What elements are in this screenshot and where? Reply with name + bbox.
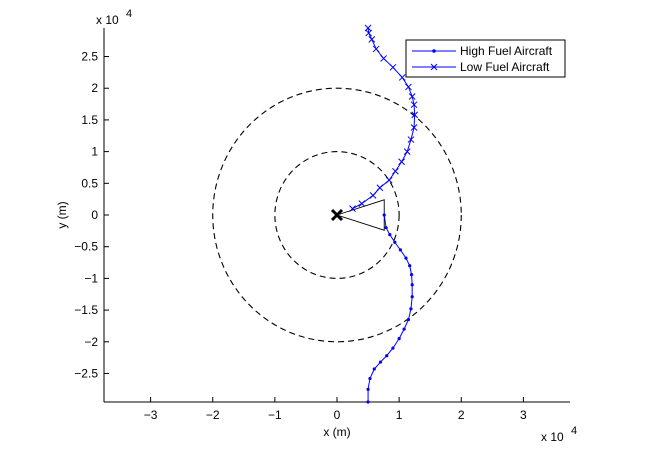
x-multiplier-base: x 10: [541, 430, 564, 444]
y-tick-label: −2.5: [74, 366, 98, 380]
data-point: [366, 387, 370, 391]
data-point: [384, 226, 388, 230]
y-tick-label: 2: [91, 81, 98, 95]
y-axis-label: y (m): [55, 201, 69, 228]
data-point: [388, 233, 392, 237]
data-point: [385, 176, 393, 184]
legend-entry: High Fuel Aircraft: [412, 44, 553, 58]
legend-items: High Fuel Aircraft Low Fuel Aircraft: [412, 44, 553, 74]
y-ticks: −2.5 −2 −1.5 −1 −0.5 0 0.5 1 1.5 2 2.5: [74, 50, 109, 380]
data-point: [410, 295, 414, 299]
plot-area: [212, 24, 462, 404]
data-point: [385, 354, 389, 358]
data-point: [358, 200, 366, 207]
x-tick-label: 3: [520, 408, 527, 422]
data-point: [372, 45, 380, 53]
data-point: [376, 184, 384, 192]
range-circle: [274, 151, 400, 279]
data-point: [411, 111, 419, 119]
data-point: [380, 55, 387, 62]
data-point: [409, 272, 414, 277]
legend-label: High Fuel Aircraft: [460, 44, 553, 58]
x-tick-label: −1: [268, 408, 282, 422]
data-point: [398, 248, 402, 252]
data-point: [398, 74, 406, 81]
y-tick-label: 0.5: [81, 176, 98, 190]
x-ticks: −3 −2 −1 0 1 2 3: [144, 397, 527, 422]
data-point: [393, 240, 397, 244]
data-point: [368, 36, 376, 43]
data-point: [402, 327, 406, 331]
data-point: [408, 93, 416, 100]
data-point: [407, 136, 415, 143]
y-tick-label: 2.5: [81, 50, 98, 64]
y-multiplier-exponent: 4: [126, 8, 132, 20]
data-point: [406, 317, 411, 322]
range-circle: [212, 87, 462, 343]
x-tick-label: 0: [334, 408, 341, 422]
data-point: [372, 367, 376, 371]
y-multiplier-base: x 10: [96, 13, 119, 27]
y-tick-label: −0.5: [74, 240, 98, 254]
y-tick-label: 0: [91, 208, 98, 222]
data-point: [410, 283, 414, 287]
data-point: [369, 191, 377, 199]
y-tick-label: −2: [84, 335, 98, 349]
legend: High Fuel Aircraft Low Fuel Aircraft: [405, 39, 566, 78]
y-tick-label: −1: [84, 271, 98, 285]
y-tick-label: −1.5: [74, 303, 98, 317]
center-marker: [330, 208, 344, 222]
x-axis-label: x (m): [323, 425, 350, 439]
data-point: [404, 256, 408, 260]
y-multiplier: x 10 4: [96, 8, 132, 27]
data-point: [410, 101, 418, 109]
data-point: [408, 264, 412, 268]
data-point: [378, 360, 383, 364]
data-point: [405, 83, 412, 91]
series-line-1: [367, 214, 413, 402]
y-tick-label: 1: [91, 145, 98, 159]
data-point: [403, 148, 411, 155]
y-tick-label: 1.5: [81, 113, 98, 127]
data-point: [368, 376, 372, 381]
x-tick-label: 1: [396, 408, 403, 422]
x-tick-label: 2: [458, 408, 465, 422]
data-point: [364, 24, 372, 32]
data-point: [410, 124, 418, 131]
data-point: [409, 307, 413, 311]
data-point: [398, 158, 405, 166]
x-tick-label: −3: [144, 408, 158, 422]
data-point: [366, 400, 370, 404]
x-multiplier: x 10 4: [541, 425, 577, 444]
data-point: [397, 337, 401, 341]
legend-label: Low Fuel Aircraft: [460, 60, 550, 74]
legend-entry: Low Fuel Aircraft: [412, 60, 550, 74]
data-point: [391, 346, 395, 350]
x-tick-label: −2: [206, 408, 220, 422]
data-point: [382, 213, 386, 217]
legend-box: [405, 39, 566, 78]
data-point: [392, 167, 399, 175]
x-multiplier-exponent: 4: [571, 425, 577, 437]
data-point: [349, 205, 356, 213]
series-line-2: [352, 27, 416, 210]
data-point: [389, 63, 397, 71]
